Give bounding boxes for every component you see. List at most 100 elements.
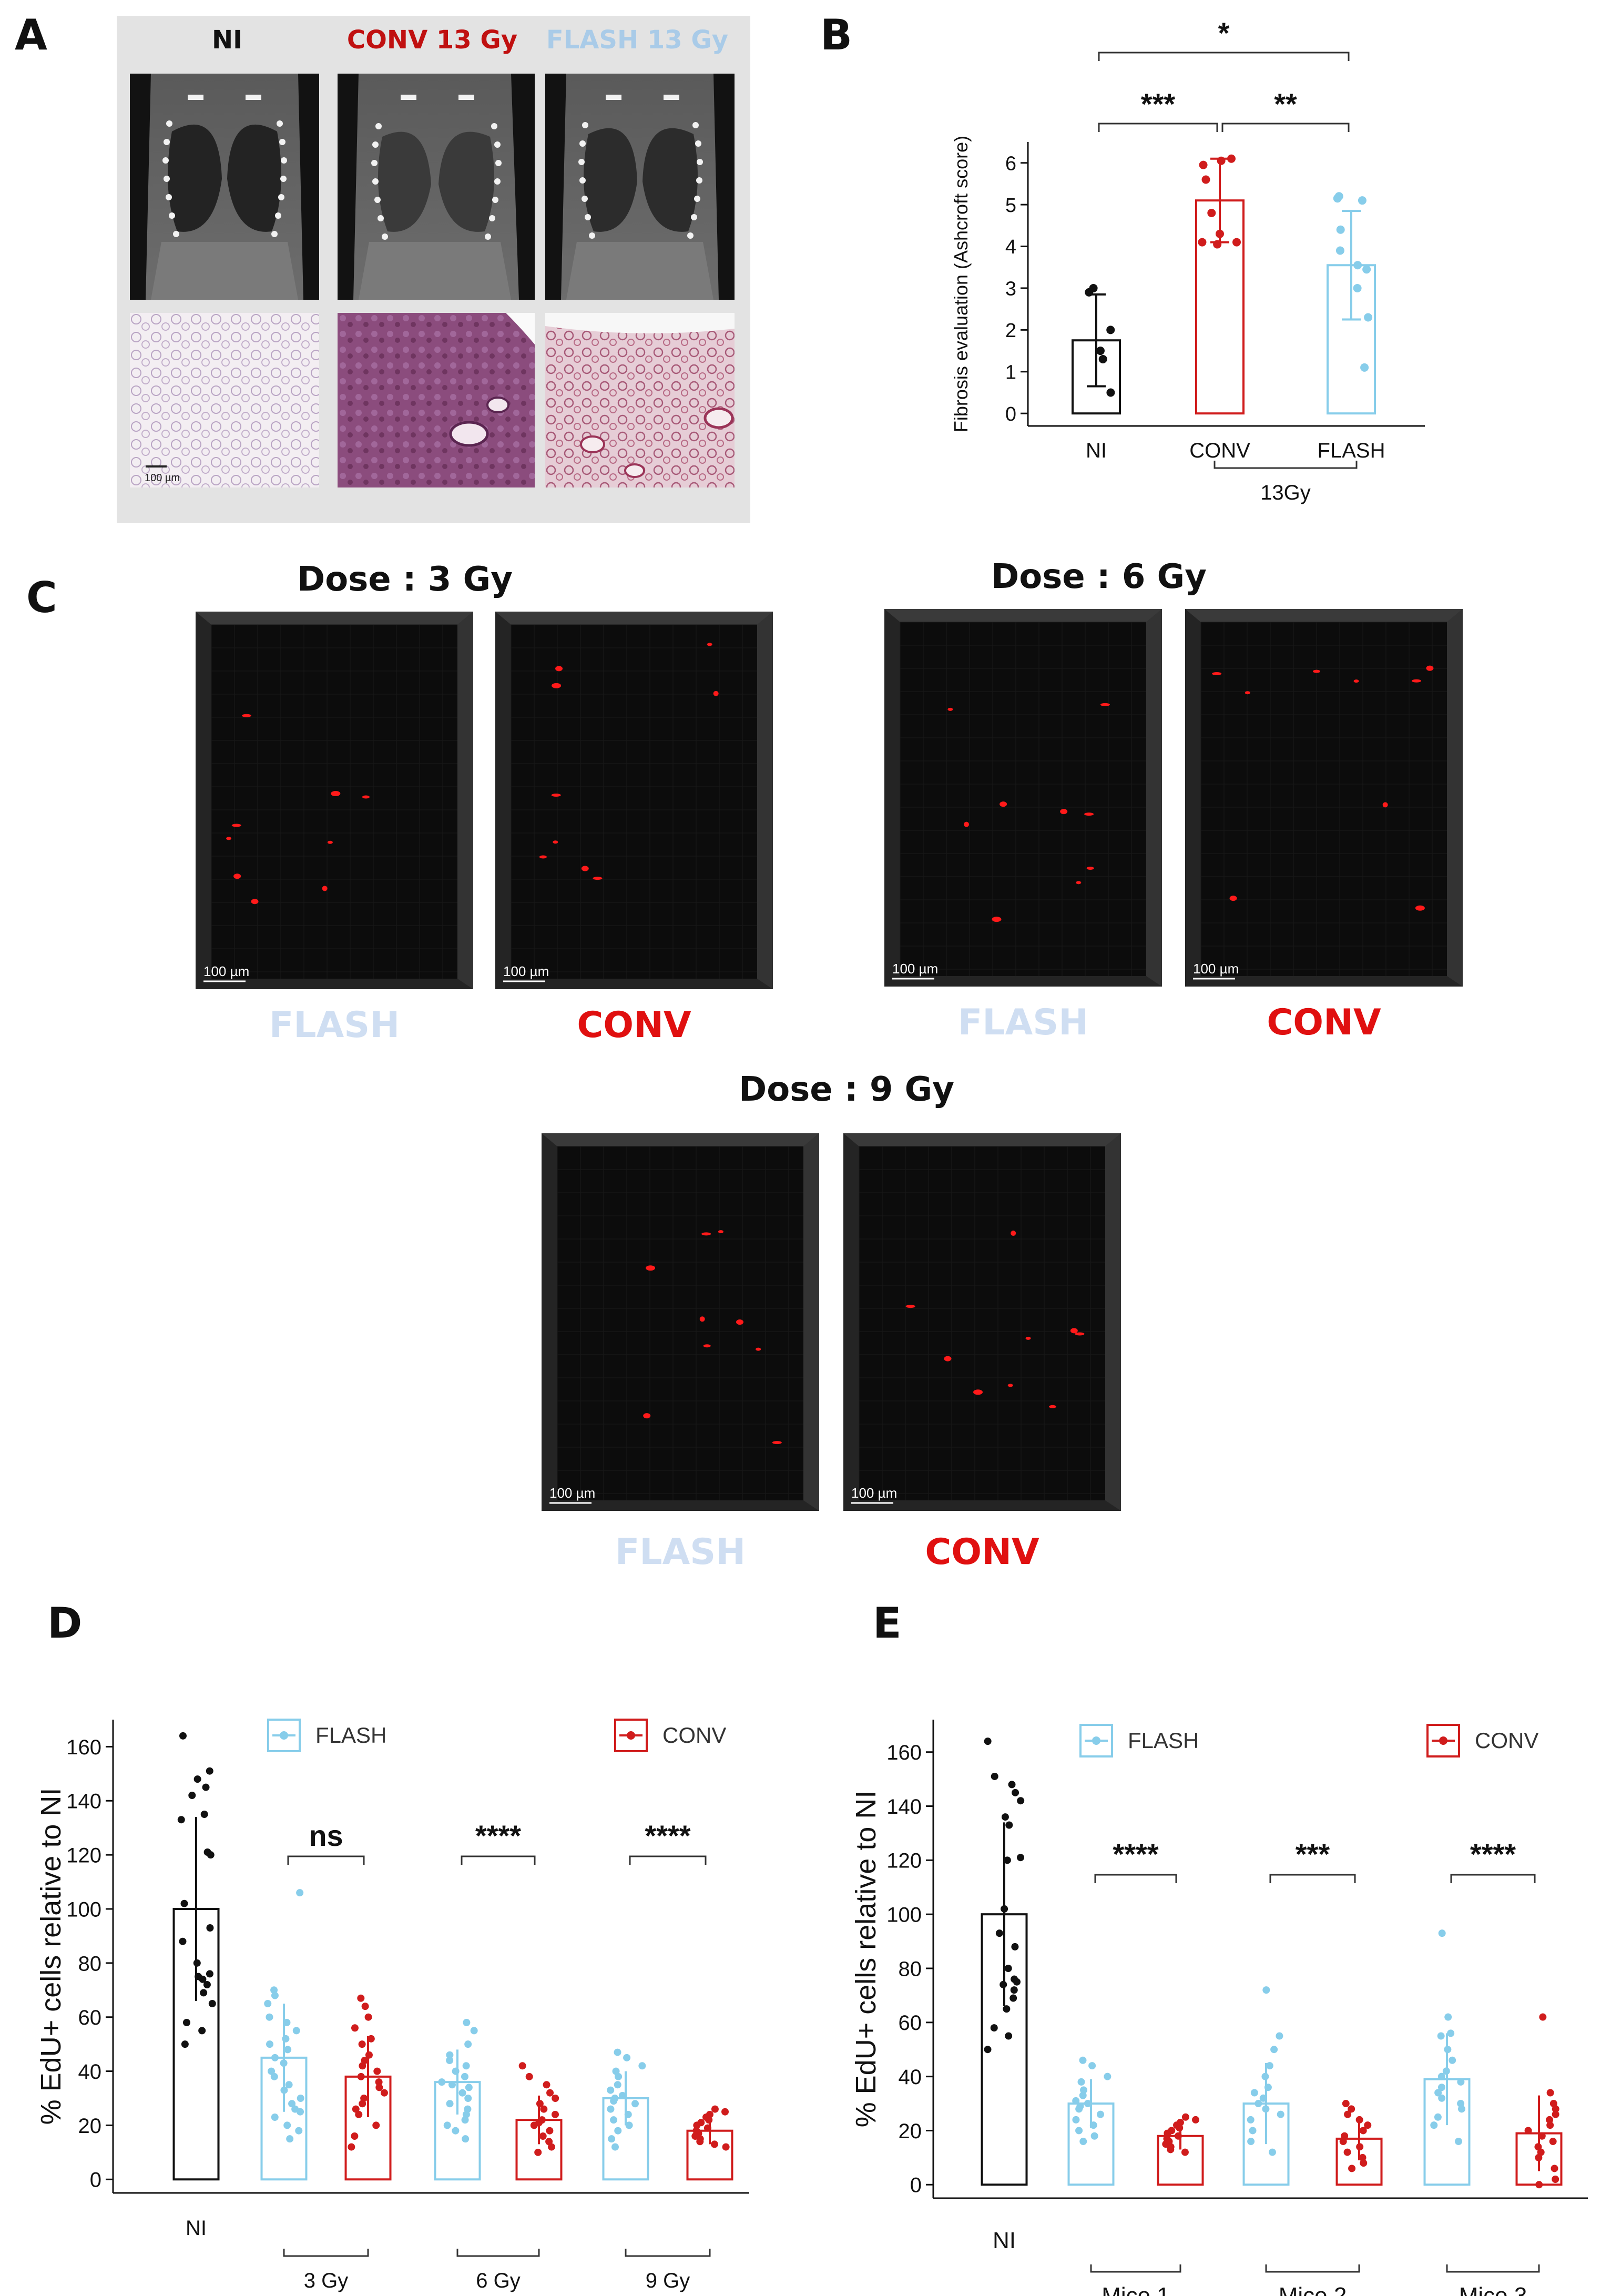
- data-point: [1360, 363, 1369, 372]
- y-tick-label: 4: [1005, 236, 1016, 258]
- scale-bar-label: 100 µm: [549, 1485, 595, 1501]
- legend-swatch-conv: [614, 1719, 648, 1752]
- group-label: 13Gy: [1260, 481, 1311, 504]
- data-point: [271, 1992, 279, 1999]
- data-point: [1277, 2110, 1284, 2118]
- data-point: [1268, 2148, 1276, 2156]
- data-point: [1079, 2091, 1087, 2099]
- data-point: [1262, 2105, 1270, 2113]
- group-bracket: [1090, 2264, 1181, 2273]
- data-point: [461, 2116, 469, 2124]
- histology-conv: [338, 313, 535, 487]
- data-point: [1430, 2121, 1438, 2129]
- data-point: [1261, 2073, 1269, 2080]
- y-tick-label: 0: [1005, 403, 1016, 425]
- data-point: [1207, 209, 1216, 217]
- data-point: [984, 1738, 992, 1745]
- edu-signal: [1415, 905, 1425, 911]
- panel-label-c: C: [26, 573, 57, 622]
- data-point: [200, 1989, 208, 1997]
- data-point: [551, 2110, 559, 2118]
- y-tick-label: 120: [66, 1844, 101, 1867]
- data-point: [1458, 2105, 1466, 2113]
- data-point: [358, 2040, 366, 2048]
- edu-signal: [241, 714, 251, 717]
- data-point: [452, 2067, 460, 2075]
- data-point: [1075, 2127, 1083, 2135]
- data-point: [995, 1929, 1003, 1937]
- data-point: [365, 2051, 373, 2059]
- data-point: [1215, 229, 1224, 238]
- data-point: [1455, 2138, 1463, 2146]
- group-label: Mice 1: [1102, 2283, 1170, 2296]
- edu-signal: [772, 1441, 782, 1445]
- group-label: Mice 3: [1459, 2283, 1527, 2296]
- dose-title-3gy: Dose : 3 Gy: [297, 560, 513, 599]
- histology-flash: [545, 313, 735, 487]
- data-point: [721, 2108, 729, 2116]
- group-label: 9 Gy: [646, 2269, 690, 2292]
- group-bracket: [1265, 2264, 1360, 2273]
- microscopy-9gy-conv: 100 µm: [843, 1133, 1121, 1511]
- data-point: [631, 2100, 639, 2108]
- panel-a-histology: 100 µm: [130, 313, 735, 487]
- edu-signal: [251, 899, 259, 905]
- data-point: [1437, 2073, 1445, 2080]
- edu-signal: [1011, 1231, 1016, 1236]
- edu-signal: [1075, 1332, 1085, 1336]
- edu-signal: [233, 873, 241, 879]
- y-tick-label: 40: [899, 2066, 922, 2089]
- y-tick-label: 100: [66, 1898, 101, 1921]
- data-point: [1359, 2153, 1367, 2161]
- data-point: [536, 2100, 544, 2108]
- data-point: [1276, 2032, 1283, 2040]
- data-point: [266, 2040, 274, 2048]
- data-point: [1075, 2105, 1083, 2113]
- data-point: [1551, 2165, 1558, 2172]
- edu-signal: [1411, 679, 1421, 683]
- data-point: [1098, 354, 1107, 363]
- caption-6gy-flash: FLASH: [957, 1002, 1089, 1043]
- volume-edge-right: [457, 612, 473, 989]
- significance-label: ****: [475, 1819, 521, 1852]
- y-axis-label: % EdU+ cells relative to NI: [35, 1788, 67, 2125]
- data-point: [1079, 2138, 1087, 2146]
- y-tick-label: 160: [886, 1741, 922, 1764]
- data-point: [1438, 2094, 1446, 2102]
- data-point: [179, 1732, 187, 1740]
- data-point: [1249, 2127, 1257, 2135]
- data-point: [1106, 388, 1115, 397]
- data-point: [286, 2135, 294, 2143]
- data-point: [546, 2127, 554, 2135]
- legend-label-conv: CONV: [1475, 1728, 1538, 1753]
- edu-signal: [553, 840, 558, 844]
- data-point: [534, 2148, 542, 2156]
- data-point: [206, 1970, 213, 1978]
- data-point: [1080, 2086, 1088, 2094]
- data-point: [611, 2143, 619, 2151]
- dose-title-9gy: Dose : 9 Gy: [739, 1070, 954, 1109]
- data-point: [1358, 196, 1367, 205]
- data-point: [990, 2024, 998, 2032]
- data-point: [1001, 1905, 1008, 1913]
- data-point: [206, 1767, 213, 1775]
- y-tick-label: 80: [78, 1952, 102, 1975]
- data-point: [188, 1792, 196, 1799]
- data-point: [1008, 1781, 1016, 1789]
- data-point: [271, 2114, 279, 2121]
- data-point: [446, 2057, 454, 2064]
- y-tick-label: 80: [899, 1957, 922, 1980]
- edu-signal: [646, 1265, 656, 1271]
- significance-bracket: [1098, 123, 1218, 132]
- data-point: [351, 2024, 359, 2032]
- edu-signal: [539, 855, 547, 859]
- panel-a-header-conv: CONV 13 Gy: [346, 25, 518, 55]
- data-point: [1016, 1854, 1024, 1862]
- microscopy-volume: 100 µm: [884, 609, 1162, 987]
- data-point: [1355, 2116, 1363, 2124]
- volume-grid: [1200, 622, 1447, 976]
- significance-bracket: [1094, 1874, 1177, 1883]
- edu-signal: [1084, 812, 1094, 816]
- edu-signal: [964, 821, 970, 827]
- data-point: [1333, 194, 1342, 203]
